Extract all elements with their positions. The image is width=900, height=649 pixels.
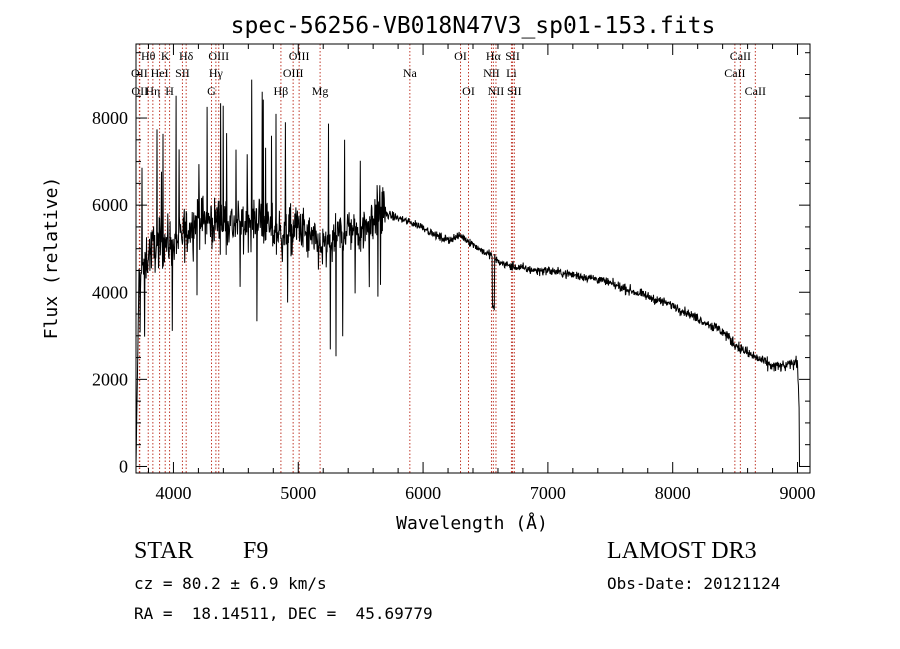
plot-frame <box>135 43 811 474</box>
x-tick-label-3: 7000 <box>530 483 566 503</box>
x-axis-title: Wavelength (Å) <box>396 512 548 534</box>
y-axis-title: Flux (relative) <box>41 177 62 340</box>
y-tick-label-4: 8000 <box>92 108 128 128</box>
line-label-11: G <box>207 84 216 98</box>
line-label-20: NII <box>483 66 500 80</box>
survey-name: LAMOST DR3 <box>607 538 757 564</box>
y-tick-label-0: 0 <box>119 456 128 476</box>
x-tick-label-2: 6000 <box>405 483 441 503</box>
spectrum-line <box>135 79 801 467</box>
line-label-22: SII <box>505 49 520 63</box>
line-label-1: OII <box>131 66 148 80</box>
line-label-3: K <box>161 49 170 63</box>
line-label-13: OIII <box>289 49 310 63</box>
y-tick-label-3: 6000 <box>92 195 128 215</box>
line-label-12: Hβ <box>274 84 289 98</box>
line-label-6: H <box>165 84 174 98</box>
observation-date: Obs-Date: 20121124 <box>607 574 781 593</box>
line-label-25: CaII <box>730 49 751 63</box>
y-tick-label-1: 2000 <box>92 369 128 389</box>
line-label-9: OIII <box>208 49 229 63</box>
line-label-19: Hα <box>486 49 502 63</box>
line-label-26: CaII <box>724 66 745 80</box>
chart-title: spec-56256-VB018N47V3_sp01-153.fits <box>231 13 716 39</box>
line-label-16: Na <box>403 66 418 80</box>
x-tick-label-1: 5000 <box>280 483 316 503</box>
line-label-18: OI <box>462 84 475 98</box>
line-label-0: Hθ <box>141 49 156 63</box>
line-label-10: Hγ <box>209 66 224 80</box>
line-label-27: CaII <box>745 84 766 98</box>
line-label-21: NII <box>488 84 505 98</box>
line-label-15: Mg <box>312 84 329 98</box>
object-class: STAR <box>134 538 194 564</box>
y-tick-labels: 0 2000 4000 6000 8000 <box>92 108 128 476</box>
line-label-7: Hδ <box>179 49 194 63</box>
line-label-4: HeI <box>151 66 169 80</box>
sky-coordinates: RA = 18.14511, DEC = 45.69779 <box>134 604 433 623</box>
line-label-14: OIII <box>283 66 304 80</box>
x-tick-label-4: 8000 <box>655 483 691 503</box>
line-label-17: OI <box>454 49 467 63</box>
axis-ticks <box>136 44 810 473</box>
object-subclass: F9 <box>243 538 269 564</box>
spectral-line-markers <box>138 44 756 473</box>
line-label-23: Li <box>506 66 517 80</box>
line-label-24: SII <box>507 84 522 98</box>
redshift-velocity: cz = 80.2 ± 6.9 km/s <box>134 574 327 593</box>
line-label-5: Hη <box>145 84 160 98</box>
line-label-8: SII <box>175 66 190 80</box>
x-tick-labels: 4000 5000 6000 7000 8000 9000 <box>155 483 815 503</box>
y-tick-label-2: 4000 <box>92 282 128 302</box>
x-tick-label-0: 4000 <box>155 483 191 503</box>
spectrum-series <box>135 79 801 467</box>
x-tick-label-5: 9000 <box>780 483 816 503</box>
